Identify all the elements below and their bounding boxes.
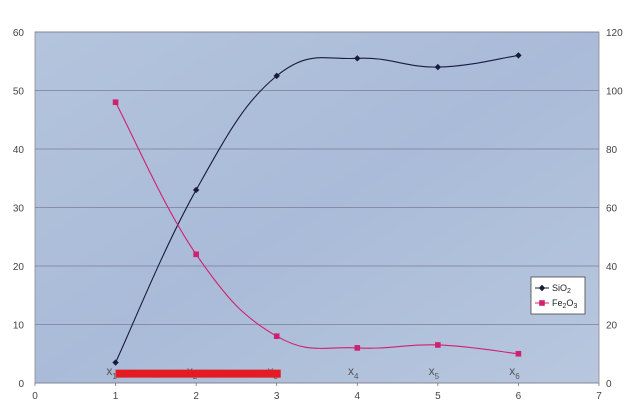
y-left-tick-label: 50: [13, 87, 25, 98]
data-point-marker: [273, 333, 280, 339]
highlight-bar-layer: [115, 369, 281, 378]
y-right-tick-label: 40: [606, 262, 618, 273]
legend: SiO2 Fe2O3: [530, 276, 586, 315]
y-left-tick-label: 40: [13, 145, 25, 156]
y-right-tick-label: 0: [606, 379, 612, 390]
category-label: x6: [509, 364, 520, 381]
data-point-marker: [354, 345, 361, 351]
data-point-marker: [354, 55, 361, 62]
x-tick-label: 5: [435, 391, 441, 402]
y-right-tick-label: 80: [606, 145, 618, 156]
x-tick-label: 7: [596, 391, 602, 402]
data-point-marker: [435, 342, 441, 348]
y-right-tick-label: 120: [606, 28, 623, 39]
data-point-marker: [112, 99, 119, 105]
data-point-marker: [192, 186, 200, 194]
data-point-marker: [112, 359, 119, 366]
data-point-marker: [538, 284, 546, 292]
x-tick-label: 3: [274, 391, 280, 402]
data-point-marker: [515, 350, 522, 357]
y-left-tick-label: 30: [13, 204, 25, 215]
legend-label: Fe2O3: [552, 298, 577, 310]
highlight-bar: [115, 369, 281, 378]
x-tick-label: 1: [113, 391, 119, 402]
series-layer: [112, 52, 522, 366]
x-tick-label: 2: [193, 391, 199, 402]
y-left-tick-label: 0: [18, 379, 24, 390]
axes: 010203040506002040608010012001234567x1x2…: [13, 28, 623, 402]
data-point-marker: [193, 251, 199, 258]
category-label: x4: [348, 364, 359, 381]
legend-box: [530, 276, 586, 315]
data-point-marker: [515, 52, 522, 59]
y-left-tick-label: 20: [13, 262, 25, 273]
grid-lines: [35, 31, 599, 384]
data-point-marker: [434, 63, 442, 71]
data-point-marker: [273, 72, 280, 80]
x-tick-label: 0: [32, 391, 38, 402]
category-label: x1: [106, 364, 117, 381]
y-right-tick-label: 20: [606, 321, 618, 332]
y-left-tick-label: 60: [13, 28, 25, 39]
x-tick-label: 6: [516, 391, 522, 402]
x-tick-label: 4: [355, 391, 361, 402]
y-right-tick-label: 100: [606, 87, 623, 98]
legend-label: SiO2: [552, 283, 571, 295]
data-point-marker: [539, 300, 545, 306]
y-left-tick-label: 10: [13, 321, 25, 332]
category-label: x5: [429, 364, 440, 381]
y-right-tick-label: 60: [606, 204, 618, 215]
